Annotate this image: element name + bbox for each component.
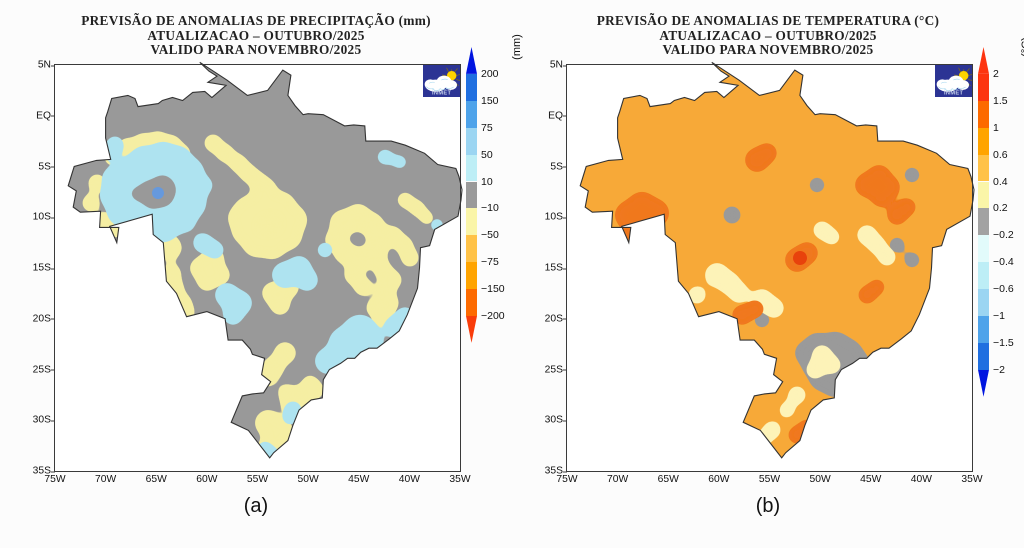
svg-text:INMET: INMET: [944, 90, 963, 96]
svg-text:INMET: INMET: [432, 90, 451, 96]
